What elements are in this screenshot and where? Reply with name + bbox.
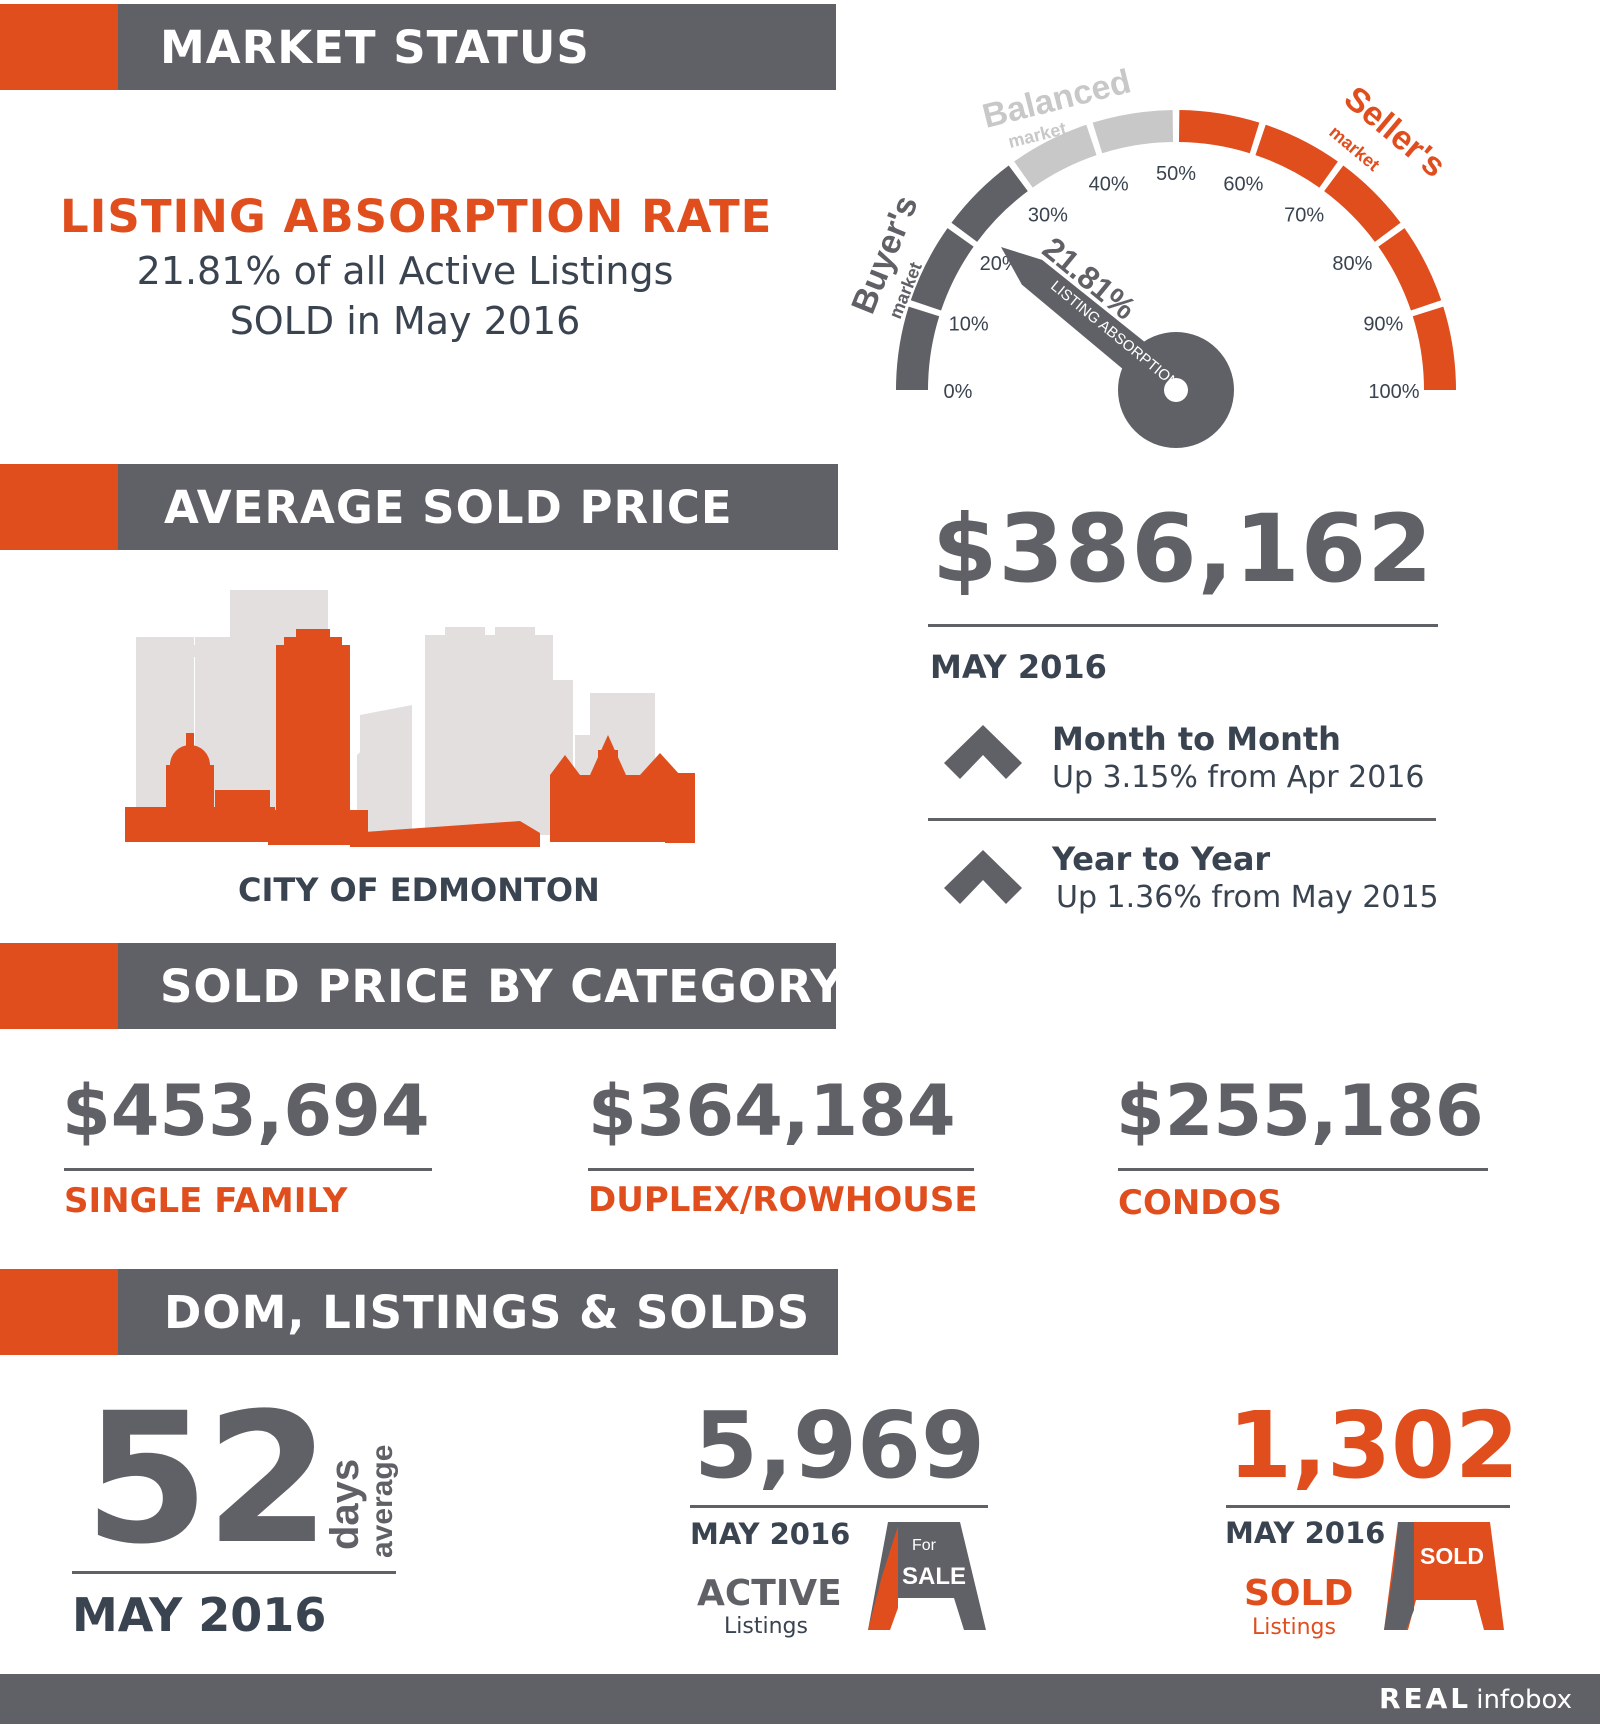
gauge-tick-labels: 0%10%20%30%40% 50% 60%70%80%90%100% <box>944 163 1420 403</box>
days-on-market-value: 52 <box>84 1375 330 1584</box>
skyline-foreground-buildings <box>125 629 695 847</box>
gauge-segment <box>1178 110 1260 154</box>
sign-sale-text: SALE <box>902 1563 966 1590</box>
sold-price-by-category-banner: SOLD PRICE BY CATEGORY <box>0 943 843 1029</box>
absorption-gauge: 0%10%20%30%40% 50% 60%70%80%90%100% Buyer'… <box>844 62 1456 448</box>
average-price-value: $386,162 <box>932 495 1434 604</box>
month-to-month-title: Month to Month <box>1052 720 1341 758</box>
section-title: MARKET STATUS <box>160 20 590 74</box>
category-rule <box>1118 1168 1488 1171</box>
for-sale-sign-icon: For SALE <box>868 1522 986 1630</box>
month-to-month-up-arrow-icon <box>944 725 1022 779</box>
edmonton-skyline-illustration <box>125 590 695 847</box>
banner-bar <box>118 943 836 1029</box>
category-label-single-family: SINGLE FAMILY <box>64 1181 348 1221</box>
gauge-tick-label: 30% <box>1028 205 1068 227</box>
gauge-tick-label: 100% <box>1368 381 1419 403</box>
gauge-segment <box>1378 228 1442 311</box>
sign-sold-text: SOLD <box>1420 1543 1484 1569</box>
sold-sign-icon: SOLD <box>1384 1522 1504 1630</box>
banner-accent <box>0 943 118 1029</box>
banner-accent <box>0 4 118 90</box>
market-status-banner: MARKET STATUS <box>0 4 836 90</box>
active-listings-count: 5,969 <box>694 1392 986 1499</box>
average-price-rule <box>928 624 1438 627</box>
year-to-year-text: Up 1.36% from May 2015 <box>1056 880 1439 915</box>
category-rule <box>588 1168 974 1171</box>
gauge-tick-label: 0% <box>944 381 973 403</box>
brand-real: REAL <box>1378 1682 1472 1715</box>
active-listings-title: ACTIVE <box>697 1573 842 1614</box>
gauge-tick-label: 70% <box>1284 205 1324 227</box>
banner-bar <box>118 464 838 550</box>
dom-period: MAY 2016 <box>72 1588 327 1642</box>
section-title: SOLD PRICE BY CATEGORY <box>160 959 845 1013</box>
category-rule <box>64 1168 432 1171</box>
absorption-line2: SOLD in May 2016 <box>229 299 581 343</box>
footer-bar: REAL infobox <box>0 1674 1600 1724</box>
sold-listings-rule <box>1226 1505 1510 1508</box>
absorption-title: LISTING ABSORPTION RATE <box>60 190 773 243</box>
banner-bar <box>118 4 836 90</box>
absorption-summary: LISTING ABSORPTION RATE 21.81% of all Ac… <box>60 190 773 343</box>
category-label-condos: CONDOS <box>1118 1183 1282 1223</box>
gauge-tick-label: 60% <box>1223 174 1263 196</box>
gauge-segments <box>896 110 1456 390</box>
gauge-tick-label: 50% <box>1156 163 1196 185</box>
category-value-single-family: $453,694 <box>62 1070 430 1152</box>
gauge-tick-label: 10% <box>949 314 989 336</box>
banner-accent <box>0 1269 118 1355</box>
gauge-segment <box>1255 124 1338 188</box>
absorption-line1: 21.81% of all Active Listings <box>136 249 674 293</box>
banner-accent <box>0 464 118 550</box>
year-to-year-up-arrow-icon <box>944 850 1022 904</box>
change-divider <box>928 818 1436 821</box>
gauge-segment <box>1412 306 1456 390</box>
gauge-segment <box>951 165 1028 242</box>
brand-infobox: infobox <box>1476 1685 1572 1715</box>
days-average-vertical-label: days average <box>323 1445 399 1558</box>
active-listings-sub: Listings <box>724 1614 808 1639</box>
month-to-month-text: Up 3.15% from Apr 2016 <box>1052 760 1425 795</box>
days-word: days <box>323 1459 367 1550</box>
sign-for-text: For <box>912 1537 937 1554</box>
gauge-segment <box>896 306 940 390</box>
gauge-needle: 21.81% LISTING ABSORPTION <box>1001 230 1234 448</box>
gauge-segment <box>910 228 974 311</box>
banner-bar <box>118 1269 838 1355</box>
gauge-tick-label: 90% <box>1363 314 1403 336</box>
sold-listings-sub: Listings <box>1252 1615 1336 1640</box>
average-sold-price-banner: AVERAGE SOLD PRICE <box>0 464 838 550</box>
gauge-segment <box>1014 124 1097 188</box>
category-value-condos: $255,186 <box>1116 1070 1484 1152</box>
average-word: average <box>366 1445 399 1558</box>
active-listings-period: MAY 2016 <box>690 1517 851 1551</box>
dom-listings-solds-banner: DOM, LISTINGS & SOLDS <box>0 1269 838 1355</box>
city-name: CITY OF EDMONTON <box>238 871 600 909</box>
sold-listings-count: 1,302 <box>1228 1392 1520 1499</box>
section-title: AVERAGE SOLD PRICE <box>164 480 733 534</box>
needle-hub-hole <box>1164 378 1188 402</box>
gauge-tick-label: 40% <box>1089 174 1129 196</box>
category-value-duplex-rowhouse: $364,184 <box>588 1070 956 1152</box>
average-price-period: MAY 2016 <box>930 648 1107 686</box>
category-label-duplex-rowhouse: DUPLEX/ROWHOUSE <box>588 1180 978 1220</box>
gauge-segment <box>1324 165 1401 242</box>
dom-rule <box>72 1571 396 1574</box>
year-to-year-title: Year to Year <box>1052 840 1271 878</box>
gauge-tick-label: 80% <box>1332 253 1372 275</box>
sold-listings-period: MAY 2016 <box>1225 1516 1386 1550</box>
active-listings-rule <box>690 1505 988 1508</box>
sold-listings-title: SOLD <box>1244 1573 1354 1614</box>
sellers-market-title: Seller's <box>1337 79 1453 185</box>
section-title: DOM, LISTINGS & SOLDS <box>164 1285 811 1339</box>
brand-logo: REAL infobox <box>1379 1682 1572 1715</box>
gauge-segment <box>1092 110 1174 154</box>
